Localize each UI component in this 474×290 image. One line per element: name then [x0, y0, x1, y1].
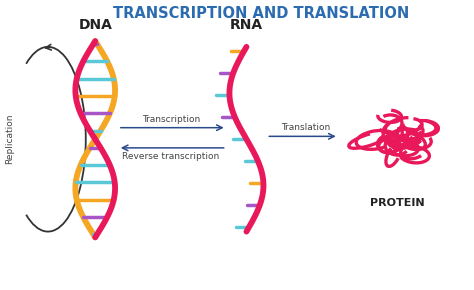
- Text: Reverse transcription: Reverse transcription: [122, 152, 219, 161]
- Text: DNA: DNA: [78, 18, 112, 32]
- Text: PROTEIN: PROTEIN: [370, 198, 425, 208]
- Text: TRANSCRIPTION AND TRANSLATION: TRANSCRIPTION AND TRANSLATION: [112, 6, 409, 21]
- Text: Replication: Replication: [5, 114, 14, 164]
- Text: Translation: Translation: [281, 123, 330, 132]
- Text: Transcription: Transcription: [142, 115, 200, 124]
- Text: RNA: RNA: [230, 18, 263, 32]
